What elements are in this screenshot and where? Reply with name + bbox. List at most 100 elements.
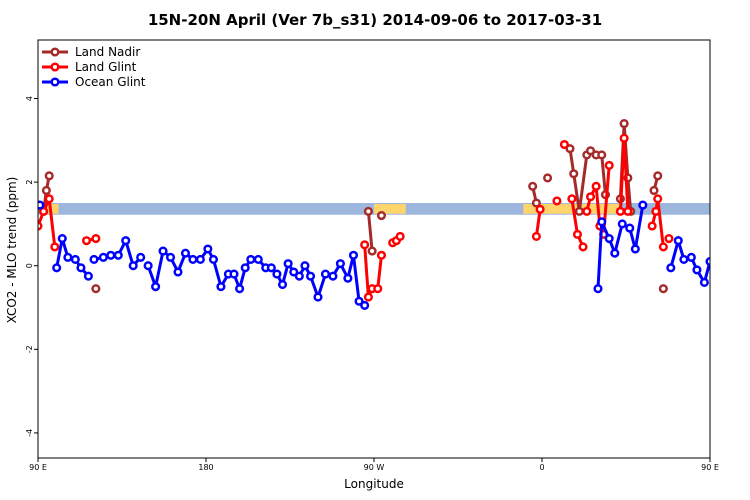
- data-point: [76, 263, 86, 273]
- data-point: [50, 242, 60, 252]
- data-point: [664, 234, 674, 244]
- data-point: [246, 254, 256, 265]
- data-point: [593, 284, 603, 294]
- legend-item: Land Glint: [42, 60, 137, 74]
- y-tick-label: 4: [25, 96, 34, 101]
- data-point: [565, 144, 575, 154]
- data-point: [666, 263, 676, 273]
- x-tick-label: 0: [539, 463, 544, 472]
- data-point: [651, 206, 661, 216]
- data-point: [395, 231, 405, 242]
- data-point: [623, 206, 633, 216]
- data-point: [229, 269, 239, 279]
- data-point: [128, 261, 138, 271]
- data-point: [673, 236, 683, 246]
- data-point: [376, 250, 387, 260]
- data-point: [699, 277, 709, 287]
- data-point: [294, 271, 304, 281]
- data-point: [121, 236, 131, 246]
- legend-item: Land Nadir: [42, 45, 140, 59]
- land-highlight: [523, 204, 621, 214]
- data-point: [91, 284, 101, 294]
- data-point: [52, 263, 62, 273]
- data-point: [173, 267, 183, 277]
- data-point: [367, 246, 377, 256]
- data-point: [328, 271, 338, 281]
- data-point: [649, 185, 659, 196]
- data-point: [313, 292, 323, 302]
- data-point: [585, 192, 596, 202]
- series-land-glint: [38, 133, 674, 302]
- data-point: [376, 211, 387, 221]
- data-point: [692, 265, 702, 275]
- data-point: [363, 206, 373, 216]
- data-point: [83, 271, 93, 281]
- data-point: [363, 292, 373, 302]
- data-point: [354, 296, 364, 306]
- data-point: [208, 254, 219, 265]
- data-point: [343, 273, 353, 283]
- series-line: [366, 211, 374, 252]
- data-point: [744, 262, 750, 269]
- legend-label: Ocean Glint: [75, 75, 146, 89]
- y-tick-label: -2: [25, 345, 34, 353]
- data-point: [574, 206, 584, 216]
- data-point: [113, 250, 123, 260]
- data-point: [731, 252, 738, 259]
- data-point: [716, 258, 723, 265]
- data-point: [348, 250, 359, 260]
- plot-area: [38, 119, 750, 310]
- data-point: [559, 139, 569, 150]
- series-line: [146, 246, 253, 294]
- data-point: [277, 279, 288, 290]
- legend-marker: [50, 77, 60, 87]
- data-point: [283, 259, 293, 269]
- legend-marker: [50, 47, 60, 57]
- data-point: [106, 250, 116, 260]
- data-point: [653, 194, 663, 204]
- data-point: [39, 206, 49, 216]
- y-tick-label: 0: [25, 263, 34, 268]
- data-point: [57, 234, 67, 244]
- data-point: [180, 248, 191, 258]
- y-tick-label: -4: [25, 429, 34, 437]
- data-point: [582, 206, 592, 216]
- data-point: [658, 284, 668, 294]
- series-line: [534, 209, 542, 237]
- data-point: [543, 173, 553, 183]
- data-point: [552, 196, 562, 206]
- data-point: [567, 194, 577, 204]
- legend-label: Land Nadir: [75, 45, 140, 59]
- data-point: [360, 300, 370, 310]
- x-axis: 90 E 180 90 W 0 90 E: [29, 458, 719, 472]
- data-point: [143, 261, 153, 271]
- data-point: [619, 119, 629, 129]
- data-point: [653, 171, 663, 181]
- data-point: [578, 242, 588, 252]
- data-point: [604, 234, 614, 244]
- data-point: [70, 254, 80, 265]
- data-point: [216, 282, 226, 292]
- data-point: [658, 242, 668, 252]
- y-tick-label: 2: [25, 180, 34, 185]
- data-point: [535, 204, 545, 214]
- data-point: [597, 217, 607, 227]
- data-point: [195, 254, 205, 265]
- data-point: [44, 171, 54, 181]
- data-point: [91, 234, 101, 244]
- data-point: [41, 185, 51, 196]
- x-tick-label: 90 W: [364, 463, 385, 472]
- data-point: [158, 246, 168, 256]
- legend-label: Land Glint: [75, 60, 137, 74]
- data-point: [591, 181, 601, 191]
- data-point: [240, 263, 250, 273]
- series-line: [650, 198, 665, 248]
- data-point: [619, 133, 629, 143]
- plot-content: [38, 119, 750, 310]
- data-point: [679, 254, 689, 265]
- land-highlight: [374, 204, 406, 214]
- data-point: [289, 267, 299, 277]
- land-highlight: [710, 204, 747, 214]
